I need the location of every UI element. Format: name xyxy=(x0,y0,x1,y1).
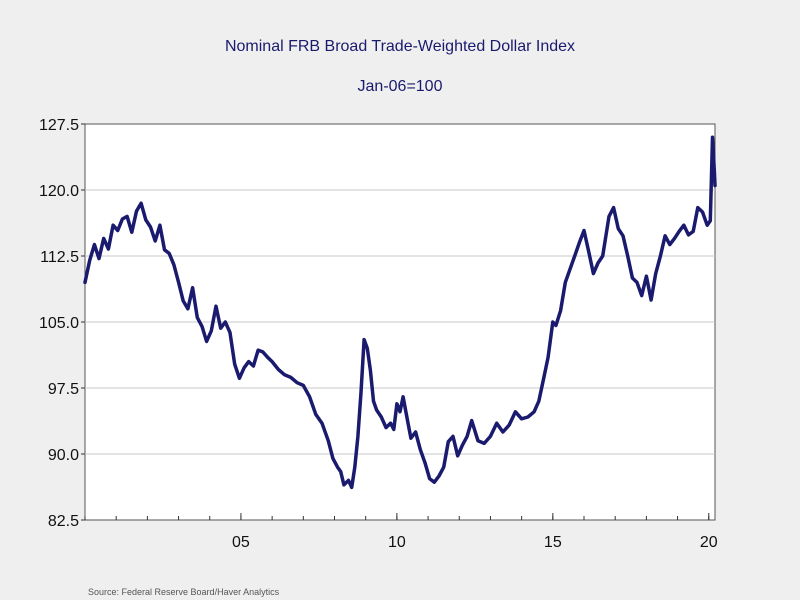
series-group xyxy=(83,135,717,490)
y-tick-label: 120.0 xyxy=(39,183,79,200)
y-tick-label: 127.5 xyxy=(39,117,79,134)
y-tick-label: 97.5 xyxy=(48,381,79,398)
gridlines xyxy=(85,189,715,455)
y-tick-label: 82.5 xyxy=(48,513,79,530)
y-tick-label: 90.0 xyxy=(48,447,79,464)
chart-subtitle: Jan-06=100 xyxy=(357,78,443,95)
x-tick-label: 15 xyxy=(544,534,562,551)
x-tick-label: 10 xyxy=(388,534,406,551)
chart-title: Nominal FRB Broad Trade-Weighted Dollar … xyxy=(224,38,576,55)
y-tick-label: 105.0 xyxy=(39,315,79,332)
x-tick-label: 05 xyxy=(232,534,250,551)
y-tick-label: 112.5 xyxy=(40,249,79,266)
y-axis: 82.5 90.0 97.5 105.0 112.5 120.0 127.5 xyxy=(39,117,85,530)
x-axis: 05 10 15 20 xyxy=(84,513,718,551)
series-line xyxy=(83,135,717,490)
source-note: Source: Federal Reserve Board/Haver Anal… xyxy=(88,587,280,597)
x-tick-label: 20 xyxy=(700,534,718,551)
